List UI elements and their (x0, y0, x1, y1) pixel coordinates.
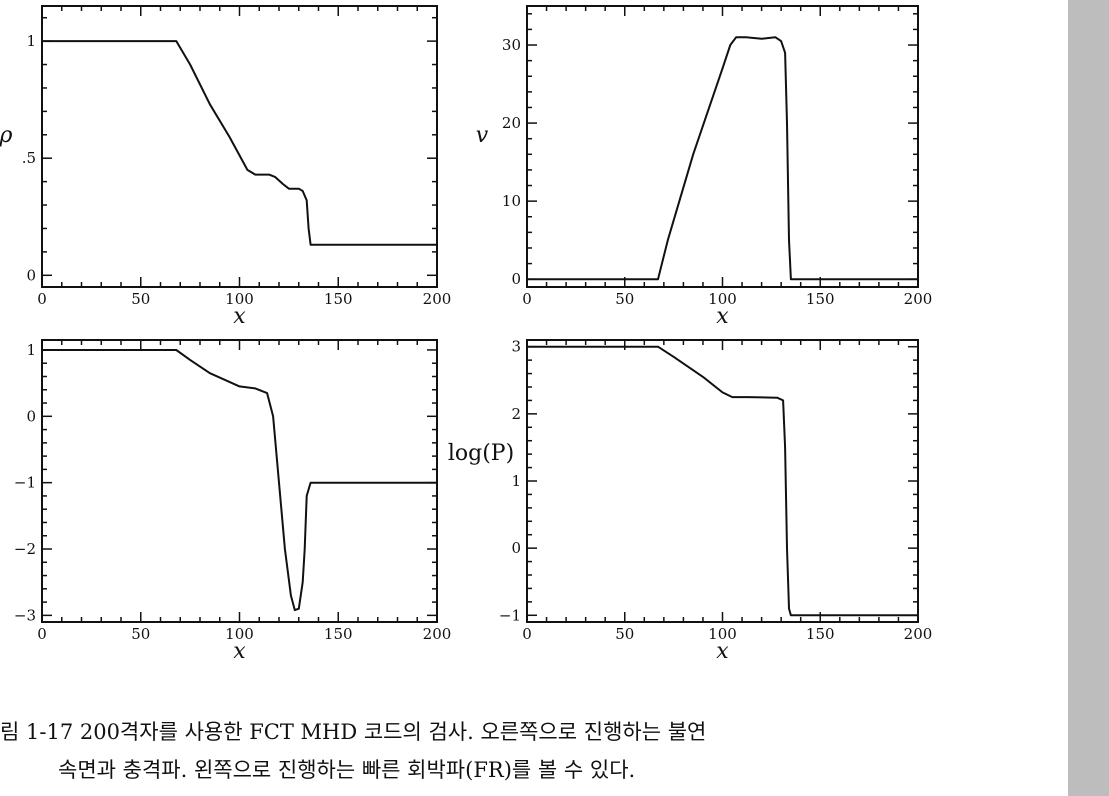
x-axis-label: x (716, 639, 729, 664)
x-tick-label: 100 (225, 290, 254, 308)
x-tick-label: 50 (615, 625, 634, 643)
series-line-1 (42, 349, 437, 612)
x-tick-label: 200 (904, 290, 933, 308)
y-tick-label: −3 (14, 606, 36, 624)
series-line-1 (527, 345, 918, 617)
x-tick-label: 200 (423, 625, 452, 643)
y-tick-label: 1 (26, 32, 36, 50)
x-tick-label: 50 (615, 290, 634, 308)
x-tick-label: 100 (708, 290, 737, 308)
y-tick-label: 1 (511, 472, 521, 490)
figure: 0 50 100 150 200 0.5 1 x ρ 0 50 100 150 200 0 10 20 30 x v 0… (0, 5, 933, 664)
x-tick-label: 50 (131, 625, 150, 643)
plot-frame (41, 339, 438, 623)
x-tick-label: 0 (37, 290, 47, 308)
y-tick-label: 30 (502, 36, 521, 54)
y-tick-label: .5 (22, 149, 36, 167)
y-tick-label: 0 (26, 266, 36, 284)
x-tick-label: 150 (806, 625, 835, 643)
x-axis-label: x (233, 304, 246, 329)
x-tick-label: 0 (522, 625, 532, 643)
chart-panel-3: 0 50 100 150 200 −3 −2 −1 0 1 x (14, 339, 452, 664)
x-axis-label: x (716, 304, 729, 329)
plot-frame (526, 339, 919, 623)
x-tick-label: 150 (324, 625, 353, 643)
caption-line-1: 림 1-17 200격자를 사용한 FCT MHD 코드의 검사. 오른쪽으로 … (0, 720, 707, 744)
y-axis-label: v (476, 123, 489, 148)
y-axis-label: ρ (0, 123, 13, 148)
x-tick-label: 0 (522, 290, 532, 308)
y-tick-label: 3 (511, 338, 521, 356)
y-tick-label: 1 (26, 341, 36, 359)
series-line-1 (527, 36, 918, 281)
x-tick-label: 0 (37, 625, 47, 643)
x-tick-label: 50 (131, 290, 150, 308)
y-tick-label: 0 (26, 407, 36, 425)
chart-panel-1: 0 50 100 150 200 0 .5 1 x ρ (0, 5, 452, 329)
series-line-1 (42, 40, 437, 246)
plot-frame (526, 5, 919, 288)
y-tick-label: 10 (502, 192, 521, 210)
y-tick-label: −1 (14, 474, 36, 492)
x-tick-label: 100 (225, 625, 254, 643)
y-tick-label: 0 (511, 539, 521, 557)
y-tick-label: −2 (14, 540, 36, 558)
x-axis-label: x (233, 639, 246, 664)
chart-panel-2: 0 50 100 150 200 0 10 20 30 x v (476, 5, 933, 329)
x-tick-label: 100 (708, 625, 737, 643)
x-tick-label: 200 (423, 290, 452, 308)
caption-line-2: 속면과 충격파. 왼쪽으로 진행하는 빠른 회박파(FR)를 볼 수 있다. (58, 758, 636, 782)
y-tick-label: 2 (511, 405, 521, 423)
x-tick-label: 200 (904, 625, 933, 643)
x-tick-label: 150 (324, 290, 353, 308)
x-tick-label: 150 (806, 290, 835, 308)
y-tick-label: 0 (511, 270, 521, 288)
y-tick-label: −1 (499, 606, 521, 624)
y-axis-label: log(P) (448, 441, 514, 466)
y-tick-label: 20 (502, 114, 521, 132)
side-gray-strip (1068, 0, 1109, 796)
